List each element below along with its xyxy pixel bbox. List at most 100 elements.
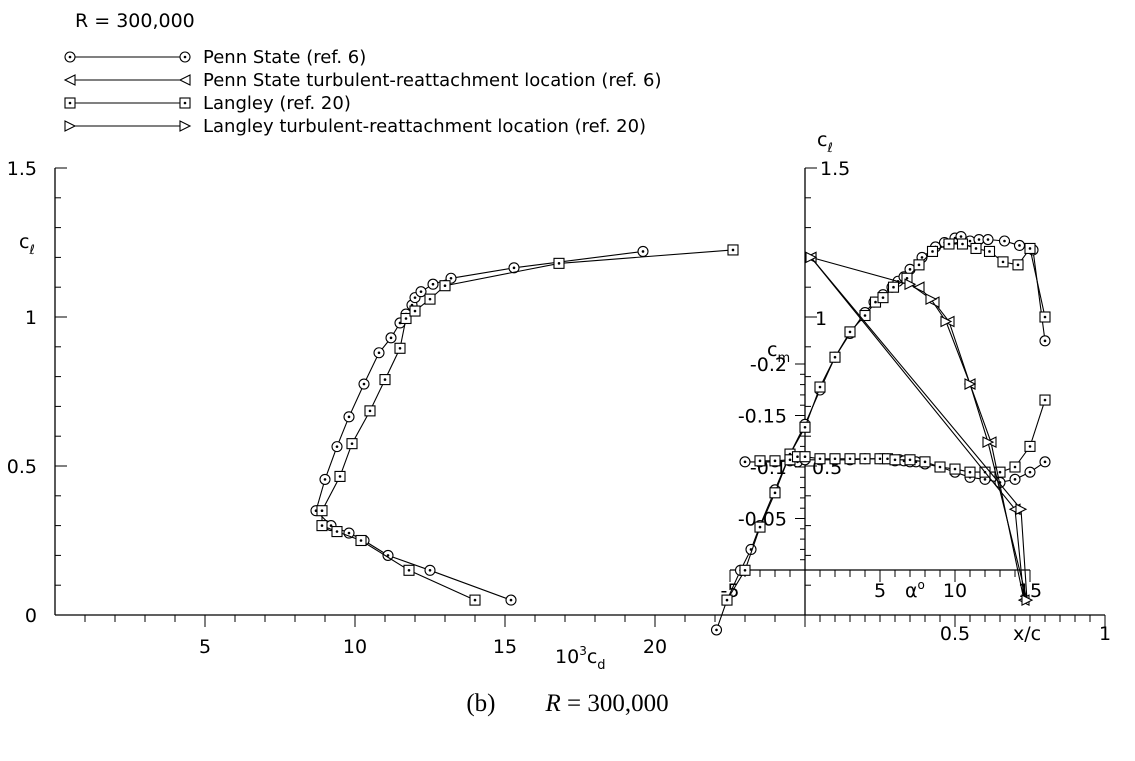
legend-label: Langley turbulent-reattachment location … [203,116,646,137]
data-point [998,235,1011,247]
alpha-tick-label: 10 [943,580,967,602]
series-triangle-left-3 [804,251,1030,606]
data-point [769,455,781,467]
data-point [956,238,969,250]
data-point [508,262,520,274]
data-point [1024,466,1036,478]
data-point [1009,473,1021,485]
data-point [319,473,331,485]
data-point [385,332,397,344]
data-point [844,326,856,338]
data-point [1024,440,1036,452]
series-square-2 [754,394,1051,478]
caption-value: = 300,000 [567,690,669,717]
data-point [553,257,565,269]
drag-polar-axes: 5 10 15 20 0 0.5 1 1.5 cℓ 103cd [7,158,805,673]
polar-y-tick-label: 0.5 [7,456,37,478]
data-point [469,594,481,606]
data-point [1039,335,1051,347]
series-line [810,257,1028,601]
data-point [358,378,370,390]
data-point [844,453,856,465]
data-point [394,342,406,354]
data-point [964,466,976,478]
plot-area [310,230,1051,636]
polar-y-tick-label: 1 [25,307,37,329]
data-point [343,411,355,423]
data-point [754,521,766,533]
xc-label: x/c [1013,623,1041,645]
legend: Penn State (ref. 6)Penn State turbulent-… [63,47,661,137]
data-point [940,315,953,328]
data-point [829,453,841,465]
data-point [373,347,385,359]
data-point [1015,503,1028,516]
caption-symbol: R [545,690,561,717]
data-point [769,487,781,499]
series-triangle-right-3 [805,251,1034,606]
data-point [943,238,955,250]
data-point [805,251,818,264]
legend-marker-start [64,120,77,132]
data-point [934,461,946,473]
data-point [829,351,841,363]
data-point [710,624,723,636]
data-point [1039,311,1051,323]
legend-marker-start [63,74,76,86]
legend-item: Penn State turbulent-reattachment locati… [63,70,661,91]
data-point [409,305,421,317]
data-point [926,245,939,257]
data-point [754,455,766,467]
data-point [427,278,439,290]
data-point [877,292,889,304]
data-point [400,312,412,325]
data-point [889,454,901,466]
data-point [355,534,367,547]
series-circle-1 [710,230,1051,636]
data-point [1039,456,1051,468]
data-point [814,381,826,393]
data-point [913,259,925,271]
cm-tick-label: -0.2 [750,354,787,376]
figure-caption: (b) R = 300,000 [0,690,1135,718]
data-point [439,280,451,292]
data-point [727,244,739,256]
data-point [983,245,996,257]
data-point [415,286,427,298]
data-point [334,470,346,482]
series-square-0 [316,244,739,606]
series-line [810,256,1025,601]
reynolds-header: R = 300,000 [75,10,195,32]
data-point [904,278,917,291]
legend-item: Langley turbulent-reattachment location … [64,116,646,137]
data-point [424,564,436,576]
data-point [904,454,916,466]
data-point [424,293,436,305]
caption-part: (b) [466,690,496,717]
legend-marker-end [179,120,192,132]
polar-x-tick-label: 5 [199,636,211,658]
data-point [964,378,977,390]
data-point [379,374,391,386]
legend-marker-end [179,51,191,63]
xc-tick-label: 0.5 [940,623,970,645]
legend-marker-start [64,97,76,109]
legend-item: Penn State (ref. 6) [64,47,366,68]
polar-xlabel: 103cd [555,644,606,673]
alpha-tick-label: 5 [874,580,886,602]
data-point [799,451,811,463]
data-point [982,233,994,246]
data-point [1013,239,1026,252]
polar-y-tick-label: 0 [25,605,37,627]
xc-tick-label: 1 [1099,623,1111,645]
legend-label: Langley (ref. 20) [203,93,351,114]
data-point [887,281,900,293]
legend-label: Penn State turbulent-reattachment locati… [203,70,661,91]
data-point [982,436,995,449]
data-point [316,505,328,517]
data-point [1012,259,1024,271]
data-point [316,520,328,532]
polar-y-tick-label: 1.5 [7,158,37,180]
data-point [1021,594,1034,606]
